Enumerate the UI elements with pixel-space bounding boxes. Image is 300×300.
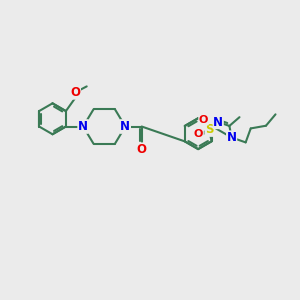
Text: N: N <box>78 120 88 133</box>
Text: S: S <box>205 123 214 136</box>
Text: O: O <box>137 143 147 156</box>
Text: O: O <box>137 143 147 156</box>
Text: N: N <box>120 120 130 133</box>
Text: N: N <box>120 120 130 133</box>
Text: O: O <box>194 129 203 139</box>
Text: N: N <box>226 131 237 144</box>
Text: O: O <box>199 115 208 125</box>
Text: O: O <box>70 86 80 99</box>
Text: N: N <box>213 116 223 129</box>
Text: O: O <box>70 86 80 99</box>
Text: N: N <box>78 120 88 133</box>
